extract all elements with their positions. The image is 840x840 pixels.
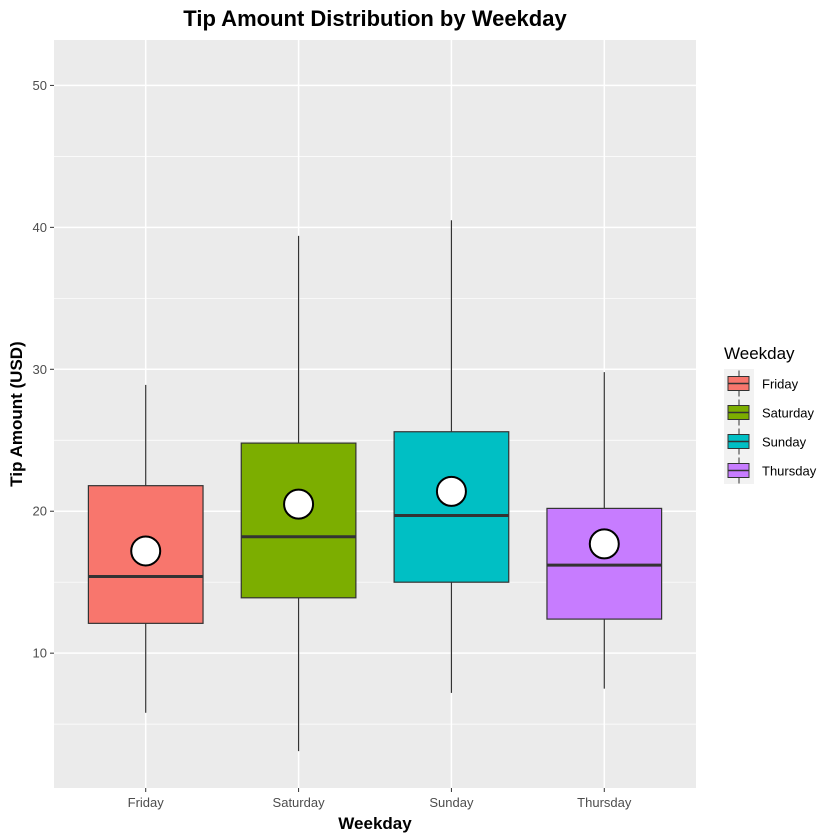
legend-label: Thursday [762,464,817,479]
y-tick-label: 40 [33,220,47,235]
y-axis-title: Tip Amount (USD) [7,341,26,486]
x-tick-label: Sunday [429,795,474,810]
boxes [87,220,663,752]
y-axis: 10 20 30 40 50 [33,78,54,661]
box-sunday [393,220,510,693]
y-tick-label: 20 [33,504,47,519]
x-tick-label: Thursday [577,795,632,810]
plot-panel [54,40,696,788]
x-tick-label: Friday [128,795,165,810]
x-axis: Friday Saturday Sunday Thursday [128,788,632,810]
mean-point [435,475,467,507]
legend-item-sunday: Sunday [727,428,807,455]
legend-item-saturday: Saturday [727,399,815,426]
box-saturday [240,235,357,752]
box-body [240,442,357,599]
mean-point [283,488,315,520]
x-tick-label: Saturday [273,795,326,810]
box-body [393,431,510,583]
legend-item-thursday: Thursday [727,457,817,484]
legend-label: Saturday [762,406,815,421]
y-tick-label: 10 [33,646,47,661]
y-tick-label: 30 [33,362,47,377]
y-tick-label: 50 [33,78,47,93]
legend-title: Weekday [724,344,795,363]
mean-point [588,528,620,560]
x-axis-title: Weekday [338,814,412,833]
mean-point [130,535,162,567]
chart-title: Tip Amount Distribution by Weekday [183,6,567,31]
box-thursday [546,372,663,689]
legend-item-friday: Friday [727,370,799,397]
box-friday [87,384,204,713]
legend-label: Sunday [762,435,807,450]
legend-label: Friday [762,377,799,392]
legend: Weekday Friday Saturday Sunday Thursday [724,344,817,484]
legend-items: Friday Saturday Sunday Thursday [724,369,817,484]
